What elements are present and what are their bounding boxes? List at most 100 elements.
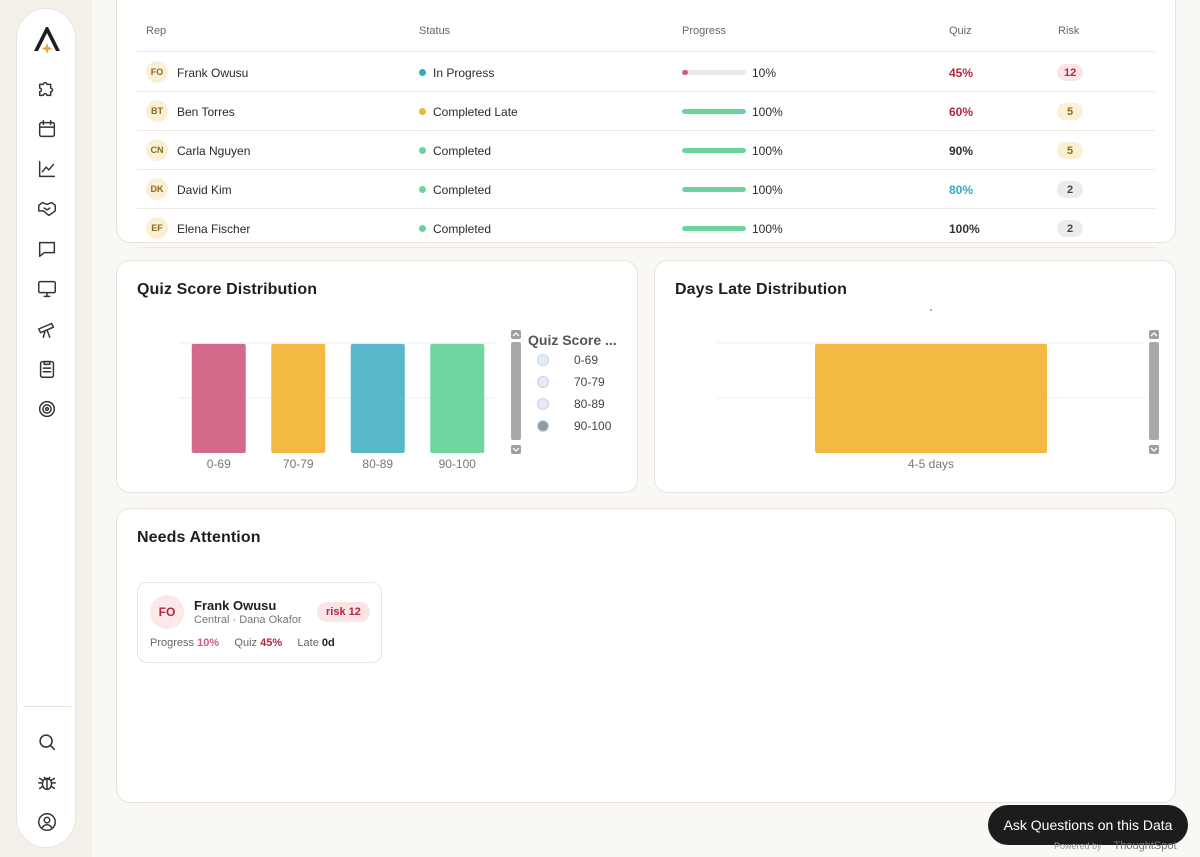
rep-name: Ben Torres xyxy=(177,105,235,119)
scroll-thumb[interactable] xyxy=(1149,342,1159,440)
bar-70-79[interactable] xyxy=(271,343,326,453)
quiz-score: 100% xyxy=(949,222,980,236)
left-nav-rail xyxy=(16,8,76,848)
attention-rep-name: Frank Owusu xyxy=(194,598,277,613)
bug-icon xyxy=(38,776,56,791)
x-tick-label: 80-89 xyxy=(362,457,393,471)
progress-percent: 10% xyxy=(752,66,777,80)
needs-attention-card: Needs Attention FO Frank Owusu Central ·… xyxy=(116,508,1176,803)
progress-bar xyxy=(682,226,746,231)
legend-scrollbar[interactable] xyxy=(511,330,521,454)
rep-name: David Kim xyxy=(177,183,232,197)
line-chart-icon xyxy=(38,160,56,178)
status-dot xyxy=(419,108,426,115)
progress-fill xyxy=(682,109,746,114)
col-header-progress[interactable]: Progress xyxy=(682,25,727,37)
target-icon xyxy=(38,400,56,418)
attention-stats: Progress 10% Quiz 45% Late 0d xyxy=(150,637,335,649)
nav-deals[interactable] xyxy=(17,189,77,229)
scroll-down-button[interactable] xyxy=(511,445,521,454)
chevron-down-icon xyxy=(1150,447,1158,452)
nav-goals[interactable] xyxy=(17,389,77,429)
powered-by: Powered by ThoughtSpot xyxy=(1054,840,1177,852)
risk-badge: 12 xyxy=(1057,64,1084,81)
bar-4-5 days[interactable] xyxy=(815,343,1047,453)
legend-label: 70-79 xyxy=(574,375,605,389)
scroll-thumb[interactable] xyxy=(511,342,521,440)
avatar: CN xyxy=(146,139,168,161)
late-chart-title: Days Late Distribution xyxy=(675,281,848,298)
nav-reports[interactable] xyxy=(17,349,77,389)
days-late-chart: 4-5 days ' xyxy=(717,308,1145,471)
user-circle-icon xyxy=(38,813,56,831)
status-dot xyxy=(419,147,426,154)
quiz-legend-title: Quiz Score ... xyxy=(528,332,617,348)
legend-marker xyxy=(537,376,549,388)
progress-fill xyxy=(682,226,746,231)
status-text: Completed xyxy=(433,183,492,197)
progress-percent: 100% xyxy=(752,183,783,197)
app-logo-icon[interactable] xyxy=(31,25,63,59)
bar-90-100[interactable] xyxy=(430,343,485,453)
scroll-up-button[interactable] xyxy=(1149,330,1159,339)
quiz-value: 45% xyxy=(260,637,283,649)
nav-search[interactable] xyxy=(17,722,77,762)
status-text: In Progress xyxy=(433,66,495,80)
nav-calendar[interactable] xyxy=(17,109,77,149)
bar-top-label: ' xyxy=(930,308,932,319)
avatar: EF xyxy=(146,217,168,239)
x-tick-label: 90-100 xyxy=(439,457,477,471)
table-row[interactable]: DK David Kim Completed 100% 80% 2 xyxy=(137,170,1155,209)
quiz-score-chart: 0-69 70-79 80-89 90-100 xyxy=(179,342,497,471)
nav-debug[interactable] xyxy=(17,762,77,802)
rep-name: Carla Nguyen xyxy=(177,144,251,158)
col-header-rep[interactable]: Rep xyxy=(146,25,167,37)
risk-badge: 2 xyxy=(1057,220,1083,237)
ask-questions-button[interactable]: Ask Questions on this Data xyxy=(988,805,1188,845)
nav-puzzle[interactable] xyxy=(17,69,77,109)
days-late-chart-card: Days Late Distribution 4-5 days ' xyxy=(654,260,1176,493)
needs-attention-title: Needs Attention xyxy=(137,529,261,546)
bar-80-89[interactable] xyxy=(350,343,405,453)
nav-explore[interactable] xyxy=(17,309,77,349)
attention-rep-card[interactable]: FO Frank Owusu Central · Dana Okafor ris… xyxy=(137,582,382,663)
puzzle-icon xyxy=(38,81,54,97)
quiz-chart-title: Quiz Score Distribution xyxy=(137,281,318,298)
table-header-divider xyxy=(137,51,1155,52)
bar-0-69[interactable] xyxy=(191,343,246,453)
col-header-risk[interactable]: Risk xyxy=(1058,25,1080,37)
nav-monitor[interactable] xyxy=(17,269,77,309)
table-row[interactable]: EF Elena Fischer Completed 100% 100% 2 xyxy=(137,209,1155,248)
scroll-down-button[interactable] xyxy=(1149,445,1159,454)
nav-analytics[interactable] xyxy=(17,149,77,189)
nav-profile[interactable] xyxy=(17,802,77,842)
late-chart-scrollbar[interactable] xyxy=(1149,330,1159,454)
risk-badge: 2 xyxy=(1057,181,1083,198)
status-text: Completed xyxy=(433,144,492,158)
chevron-down-icon xyxy=(512,447,520,452)
progress-percent: 100% xyxy=(752,105,783,119)
status-dot xyxy=(419,186,426,193)
legend-label: 90-100 xyxy=(574,419,612,433)
legend-marker xyxy=(537,420,549,432)
progress-fill xyxy=(682,70,689,75)
legend-marker xyxy=(537,354,549,366)
quiz-label: Quiz xyxy=(234,637,258,649)
progress-fill xyxy=(682,187,746,192)
status-text: Completed xyxy=(433,222,492,236)
legend-label: 80-89 xyxy=(574,397,605,411)
handshake-icon xyxy=(38,201,56,217)
quiz-score: 45% xyxy=(949,66,974,80)
col-header-status[interactable]: Status xyxy=(419,25,451,37)
col-header-quiz[interactable]: Quiz xyxy=(949,25,972,37)
progress-fill xyxy=(682,148,746,153)
table-row[interactable]: FO Frank Owusu In Progress 10% 45% 12 xyxy=(137,53,1155,92)
scroll-up-button[interactable] xyxy=(511,330,521,339)
status-dot xyxy=(419,69,426,76)
table-row[interactable]: BT Ben Torres Completed Late 100% 60% 5 xyxy=(137,92,1155,131)
progress-bar xyxy=(682,70,746,75)
table-row[interactable]: CN Carla Nguyen Completed 100% 90% 5 xyxy=(137,131,1155,170)
nav-messages[interactable] xyxy=(17,229,77,269)
progress-value: 10% xyxy=(197,637,220,649)
risk-badge: 5 xyxy=(1057,103,1083,120)
